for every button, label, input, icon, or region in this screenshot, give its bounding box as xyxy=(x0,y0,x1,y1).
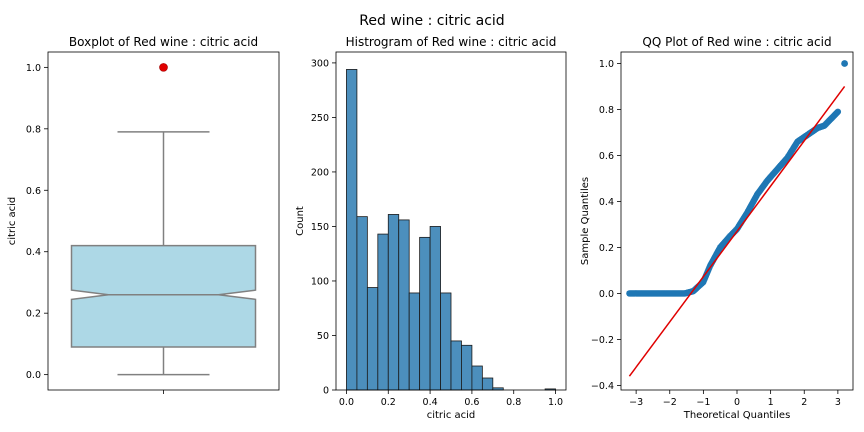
y-tick-label: 200 xyxy=(311,167,329,178)
histogram-bar xyxy=(408,292,421,391)
y-tick-label: 0.0 xyxy=(26,370,41,381)
histogram-bar xyxy=(377,233,389,391)
plot-frame xyxy=(47,51,280,391)
y-tick-label: 0.0 xyxy=(599,289,614,300)
y-tick-label: 300 xyxy=(311,58,329,69)
y-tick-label: 50 xyxy=(317,331,329,342)
plot-frame xyxy=(620,51,854,391)
histogram-bar xyxy=(450,340,462,391)
x-tick-label: 1 xyxy=(768,397,774,408)
x-tick-label: −1 xyxy=(696,397,710,408)
histogram-bar xyxy=(440,292,452,391)
histogram-bar xyxy=(429,226,441,391)
x-tick-label: −2 xyxy=(663,397,677,408)
y-tick-label: 0.8 xyxy=(599,105,614,116)
y-tick-label: 1.0 xyxy=(599,59,614,70)
histogram-bar xyxy=(461,344,473,391)
histogram-bar xyxy=(366,287,379,391)
histogram-bar xyxy=(481,377,494,391)
y-axis-label: Sample Quantiles xyxy=(580,177,591,265)
y-tick-label: 1.0 xyxy=(26,63,41,74)
x-tick-label: −3 xyxy=(629,397,643,408)
x-tick-label: 1.0 xyxy=(548,397,563,408)
histogram-bar xyxy=(419,236,431,391)
x-tick-label: 0.2 xyxy=(381,397,396,408)
y-tick-label: 0.6 xyxy=(26,186,41,197)
box-body xyxy=(70,244,257,348)
y-tick-label: 0 xyxy=(323,386,329,397)
y-tick-label: −0.4 xyxy=(591,381,614,392)
outlier-point xyxy=(159,63,168,72)
x-tick-label: 2 xyxy=(801,397,807,408)
qq-point xyxy=(841,60,848,67)
histogram-bar xyxy=(387,214,400,391)
x-tick-label: 0.4 xyxy=(423,397,438,408)
figure-suptitle: Red wine : citric acid xyxy=(359,13,504,29)
chart-panel-1: Boxplot of Red wine : citric acid citric … xyxy=(7,35,280,394)
x-tick-label: 3 xyxy=(835,397,841,408)
x-axis-label: citric acid xyxy=(427,410,476,421)
y-tick-label: 0.2 xyxy=(26,309,41,320)
y-axis-label: citric acid xyxy=(7,197,18,246)
x-tick-label: 0.8 xyxy=(506,397,521,408)
chart-title: Boxplot of Red wine : citric acid xyxy=(69,35,258,49)
y-tick-label: 100 xyxy=(311,276,329,287)
y-tick-label: 250 xyxy=(311,113,329,124)
y-axis-label: Count xyxy=(295,206,306,236)
y-tick-label: 0.2 xyxy=(599,243,614,254)
y-tick-label: 0.4 xyxy=(26,247,41,258)
x-tick-label: 0.6 xyxy=(464,397,479,408)
reference-line xyxy=(628,86,846,377)
histogram-bar xyxy=(398,219,410,391)
y-tick-label: 0.6 xyxy=(599,151,614,162)
x-axis-label: Theoretical Quantiles xyxy=(683,410,791,421)
chart-panel-3: QQ Plot of Red wine : citric acid Sample … xyxy=(580,35,854,421)
histogram-bar xyxy=(346,69,358,391)
plot-frame xyxy=(335,51,567,391)
histogram-bar xyxy=(471,365,483,391)
chart-title: QQ Plot of Red wine : citric acid xyxy=(642,35,831,49)
y-tick-label: −0.2 xyxy=(591,335,614,346)
x-tick-label: 0 xyxy=(734,397,740,408)
chart-title: Histrogram of Red wine : citric acid xyxy=(346,35,557,49)
x-tick-label: 0.0 xyxy=(339,397,354,408)
histogram-bar xyxy=(356,216,368,391)
qq-point xyxy=(834,108,842,115)
y-tick-label: 0.4 xyxy=(599,197,614,208)
y-tick-label: 0.8 xyxy=(26,124,41,135)
y-tick-label: 150 xyxy=(311,222,329,233)
chart-panel-2: Histrogram of Red wine : citric acid Coun… xyxy=(295,35,567,421)
